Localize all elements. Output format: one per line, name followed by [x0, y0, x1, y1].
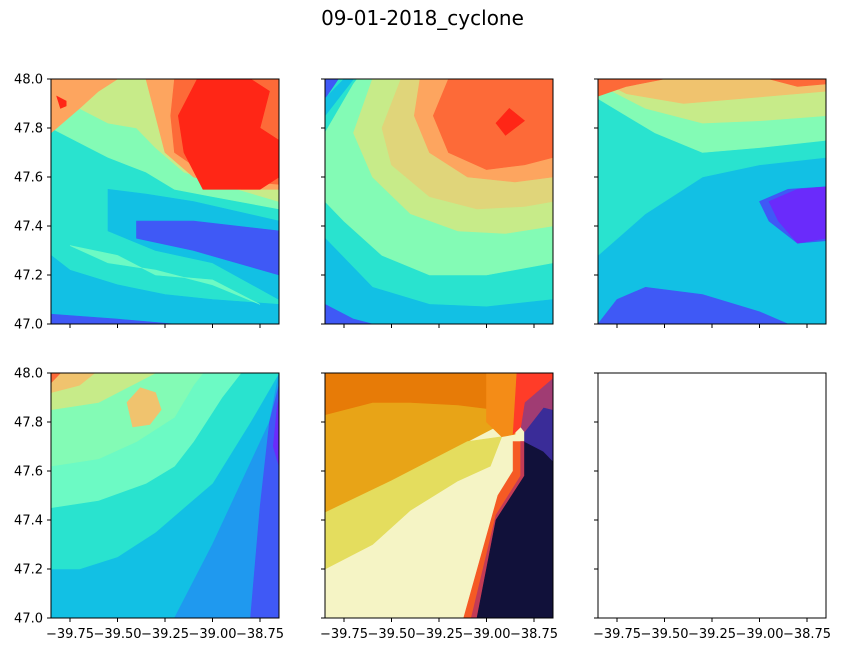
y-tick-label: 48.0 — [14, 367, 43, 382]
contour-panel-2 — [325, 79, 553, 324]
contour-band — [69, 245, 261, 305]
contour-band — [177, 79, 279, 190]
contour-band — [768, 79, 826, 87]
contour-band — [272, 397, 279, 467]
contour-band — [325, 237, 553, 324]
contour-band — [325, 373, 516, 416]
contour-band — [51, 313, 175, 324]
contour-band — [598, 79, 665, 97]
contour-band — [325, 304, 373, 324]
contour-panel-1 — [51, 79, 279, 324]
contour-band — [51, 373, 61, 384]
contour-band — [768, 186, 826, 244]
x-tick-label: −39.50 — [640, 627, 688, 642]
y-tick-label: 47.6 — [14, 171, 43, 186]
contour-band — [495, 107, 525, 136]
x-tick-label: −39.75 — [46, 627, 94, 642]
contour-panel-6 — [598, 373, 826, 618]
x-tick-label: −39.00 — [188, 627, 236, 642]
y-tick-label: 47.2 — [14, 269, 43, 284]
contour-band — [126, 387, 162, 428]
contour-band — [136, 220, 279, 276]
y-tick-label: 47.0 — [14, 318, 43, 333]
y-tick-label: 47.0 — [14, 612, 43, 627]
x-tick-label: −38.75 — [510, 627, 558, 642]
y-tick-label: 47.4 — [14, 220, 43, 235]
contour-band — [56, 95, 67, 109]
x-tick-label: −39.25 — [141, 627, 189, 642]
contour-band — [432, 79, 553, 170]
contour-band — [598, 79, 826, 104]
x-tick-label: −38.75 — [783, 627, 831, 642]
x-tick-label: −39.25 — [415, 627, 463, 642]
contour-panel-4 — [51, 373, 279, 618]
panel-background — [598, 373, 826, 618]
x-tick-label: −39.75 — [593, 627, 641, 642]
x-tick-label: −38.75 — [236, 627, 284, 642]
figure-title: 09-01-2018_cyclone — [321, 6, 524, 30]
contour-band — [51, 255, 279, 324]
x-tick-label: −39.00 — [735, 627, 783, 642]
y-tick-label: 48.0 — [14, 73, 43, 88]
contour-band — [325, 79, 339, 100]
x-tick-label: −39.50 — [367, 627, 415, 642]
contour-band — [51, 79, 119, 134]
contour-band — [512, 373, 553, 436]
contour-band — [598, 286, 789, 324]
x-tick-label: −39.25 — [688, 627, 736, 642]
y-tick-label: 47.2 — [14, 563, 43, 578]
contour-band — [250, 385, 279, 618]
contour-band — [325, 79, 354, 117]
x-tick-label: −39.75 — [320, 627, 368, 642]
contour-panel-5 — [325, 373, 553, 618]
y-tick-label: 47.4 — [14, 514, 43, 529]
x-tick-label: −39.50 — [93, 627, 141, 642]
contour-band — [325, 436, 503, 570]
y-tick-label: 47.8 — [14, 416, 43, 431]
y-tick-label: 47.6 — [14, 465, 43, 480]
x-tick-label: −39.00 — [462, 627, 510, 642]
y-tick-label: 47.8 — [14, 122, 43, 137]
contour-panel-3 — [598, 79, 826, 324]
contour-band — [51, 373, 96, 393]
